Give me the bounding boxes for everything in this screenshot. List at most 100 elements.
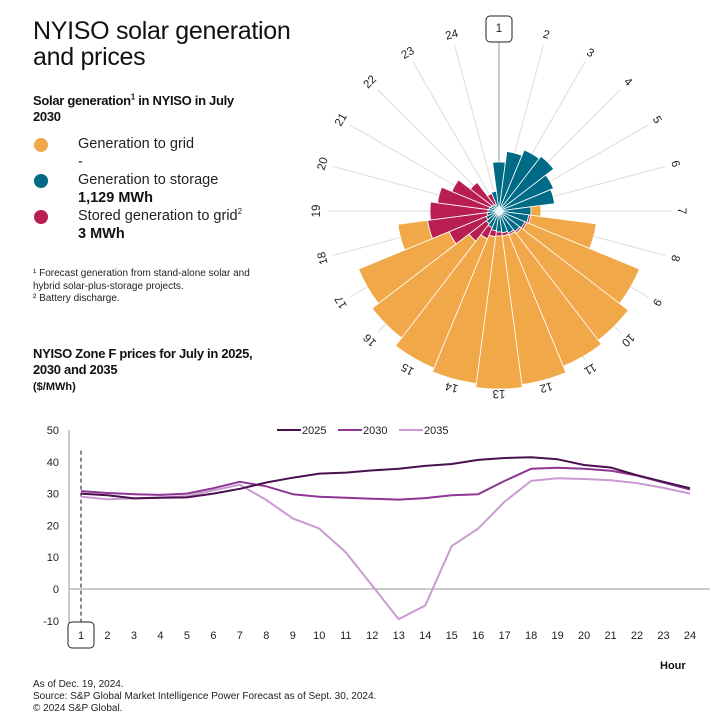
y-tick-label: 20	[47, 520, 59, 532]
price-chart-unit: ($/MWh)	[33, 381, 76, 393]
y-tick-label: 0	[53, 584, 59, 596]
highlight-box	[485, 15, 513, 43]
page-title: NYISO solar generation and prices	[33, 17, 291, 71]
legend-value-grid: -	[78, 154, 83, 170]
legend-label: Generation to storage	[78, 172, 219, 188]
y-tick-label: 30	[47, 489, 59, 501]
polar-hour-label: 11	[582, 360, 598, 376]
polar-spoke	[412, 61, 500, 212]
footnotes: ¹ Forecast generation from stand-alone s…	[33, 268, 263, 306]
polar-hour-label: 4	[621, 76, 634, 89]
x-tick-label: 8	[263, 630, 269, 642]
x-tick-label: 11	[340, 630, 351, 642]
solar-heading-text-2: in NYISO in July 2030	[33, 93, 234, 124]
solar-chart-heading: Solar generation1 in NYISO in July 2030	[33, 93, 253, 125]
polar-hour-label: 1	[496, 23, 502, 35]
footnote-marker: 2	[237, 207, 243, 217]
legend-item-storage: Generation to storage	[33, 172, 293, 190]
polar-hour-label: 15	[399, 360, 416, 377]
x-tick-label: 1	[78, 630, 84, 642]
polar-legend: Generation to grid - Generation to stora…	[33, 136, 293, 244]
series-line-2025	[80, 456, 691, 500]
polar-hour-label: 3	[584, 47, 596, 61]
polar-hour-label: 12	[538, 379, 553, 394]
polar-hour-label: 9	[650, 296, 664, 308]
series-line-2035	[80, 477, 691, 621]
polar-bar-stored-generation-to-grid	[429, 201, 489, 221]
legend-label: Stored generation to grid2	[78, 208, 242, 224]
legend-label: Generation to grid	[78, 136, 195, 152]
polar-hour-label: 8	[668, 253, 681, 262]
footer-source: Source: S&P Global Market Intelligence P…	[33, 691, 377, 702]
polar-hour-label: 19	[311, 205, 323, 218]
x-tick-label: 6	[210, 630, 216, 642]
highlight-box	[67, 621, 95, 649]
polar-bar-stored-generation-to-grid	[469, 181, 495, 207]
legend-label-2030: 2030	[363, 425, 387, 437]
polar-spoke	[454, 44, 500, 212]
legend-label-2025: 2025	[302, 425, 326, 437]
polar-hour-label: 18	[316, 250, 331, 265]
footer: As of Dec. 19, 2024. Source: S&P Global …	[33, 679, 376, 715]
polar-bar-stored-generation-to-grid	[437, 186, 491, 211]
x-tick-label: 15	[446, 630, 458, 642]
legend-label-2035: 2035	[424, 425, 448, 437]
polar-center	[496, 208, 502, 214]
footnote-2: ² Battery discharge.	[33, 293, 120, 304]
polar-hour-label: 22	[362, 74, 380, 92]
legend-value-stored-to-grid: 3 MWh	[78, 226, 125, 242]
x-tick-label: 3	[131, 630, 137, 642]
x-tick-label: 17	[499, 630, 511, 642]
polar-hour-label: 21	[333, 111, 350, 128]
y-tick-label: 10	[47, 552, 59, 564]
x-tick-label: 12	[366, 630, 378, 642]
x-tick-label: 7	[237, 630, 243, 642]
polar-hour-label: 23	[399, 45, 416, 62]
polar-bar-generation-to-grid	[371, 233, 477, 339]
legend-item-grid: Generation to grid	[33, 136, 293, 154]
x-tick-label: 18	[525, 630, 537, 642]
polar-hour-label: 2	[541, 29, 550, 42]
legend-value-storage: 1,129 MWh	[78, 190, 153, 206]
polar-bar-generation-to-grid	[530, 205, 542, 217]
x-tick-label: 16	[472, 630, 484, 642]
price-chart-heading: NYISO Zone F prices for July in 2025, 20…	[33, 346, 253, 377]
legend-label-text: Stored generation to grid	[78, 208, 238, 224]
legend-swatch-storage	[34, 174, 48, 188]
polar-bar-generation-to-grid	[431, 234, 497, 384]
x-tick-label: 21	[604, 630, 616, 642]
x-tick-label: 24	[684, 630, 696, 642]
y-tick-label: -10	[43, 616, 59, 628]
legend-swatch-grid	[34, 138, 48, 152]
footer-copyright: © 2024 S&P Global.	[33, 703, 123, 714]
polar-hour-label: 24	[444, 28, 460, 43]
x-tick-label: 22	[631, 630, 643, 642]
polar-hour-label: 13	[493, 387, 506, 399]
footnote-1: ¹ Forecast generation from stand-alone s…	[33, 268, 250, 292]
polar-hour-label: 17	[333, 293, 350, 310]
x-tick-label: 13	[393, 630, 405, 642]
polar-bar-generation-to-grid	[358, 231, 457, 305]
polar-hour-label: 7	[675, 208, 687, 214]
x-tick-label: 19	[551, 630, 563, 642]
y-tick-label: 50	[47, 425, 59, 437]
polar-hour-label: 6	[668, 159, 681, 168]
x-tick-label: 5	[184, 630, 190, 642]
x-tick-label: 4	[157, 630, 163, 642]
footer-date: As of Dec. 19, 2024.	[33, 679, 124, 690]
x-tick-label: 2	[104, 630, 110, 642]
series-line-2030	[80, 466, 691, 501]
polar-bar-stored-generation-to-grid	[451, 179, 493, 209]
x-tick-label: 23	[657, 630, 669, 642]
polar-hour-label: 5	[650, 114, 664, 126]
x-tick-label: 14	[419, 630, 431, 642]
polar-hour-label: 16	[362, 331, 380, 349]
polar-hour-label: 20	[316, 156, 331, 171]
x-axis-title: Hour	[660, 660, 686, 672]
polar-hour-label: 10	[619, 331, 637, 349]
polar-bar-stored-generation-to-grid	[495, 231, 503, 237]
y-tick-label: 40	[47, 457, 59, 469]
